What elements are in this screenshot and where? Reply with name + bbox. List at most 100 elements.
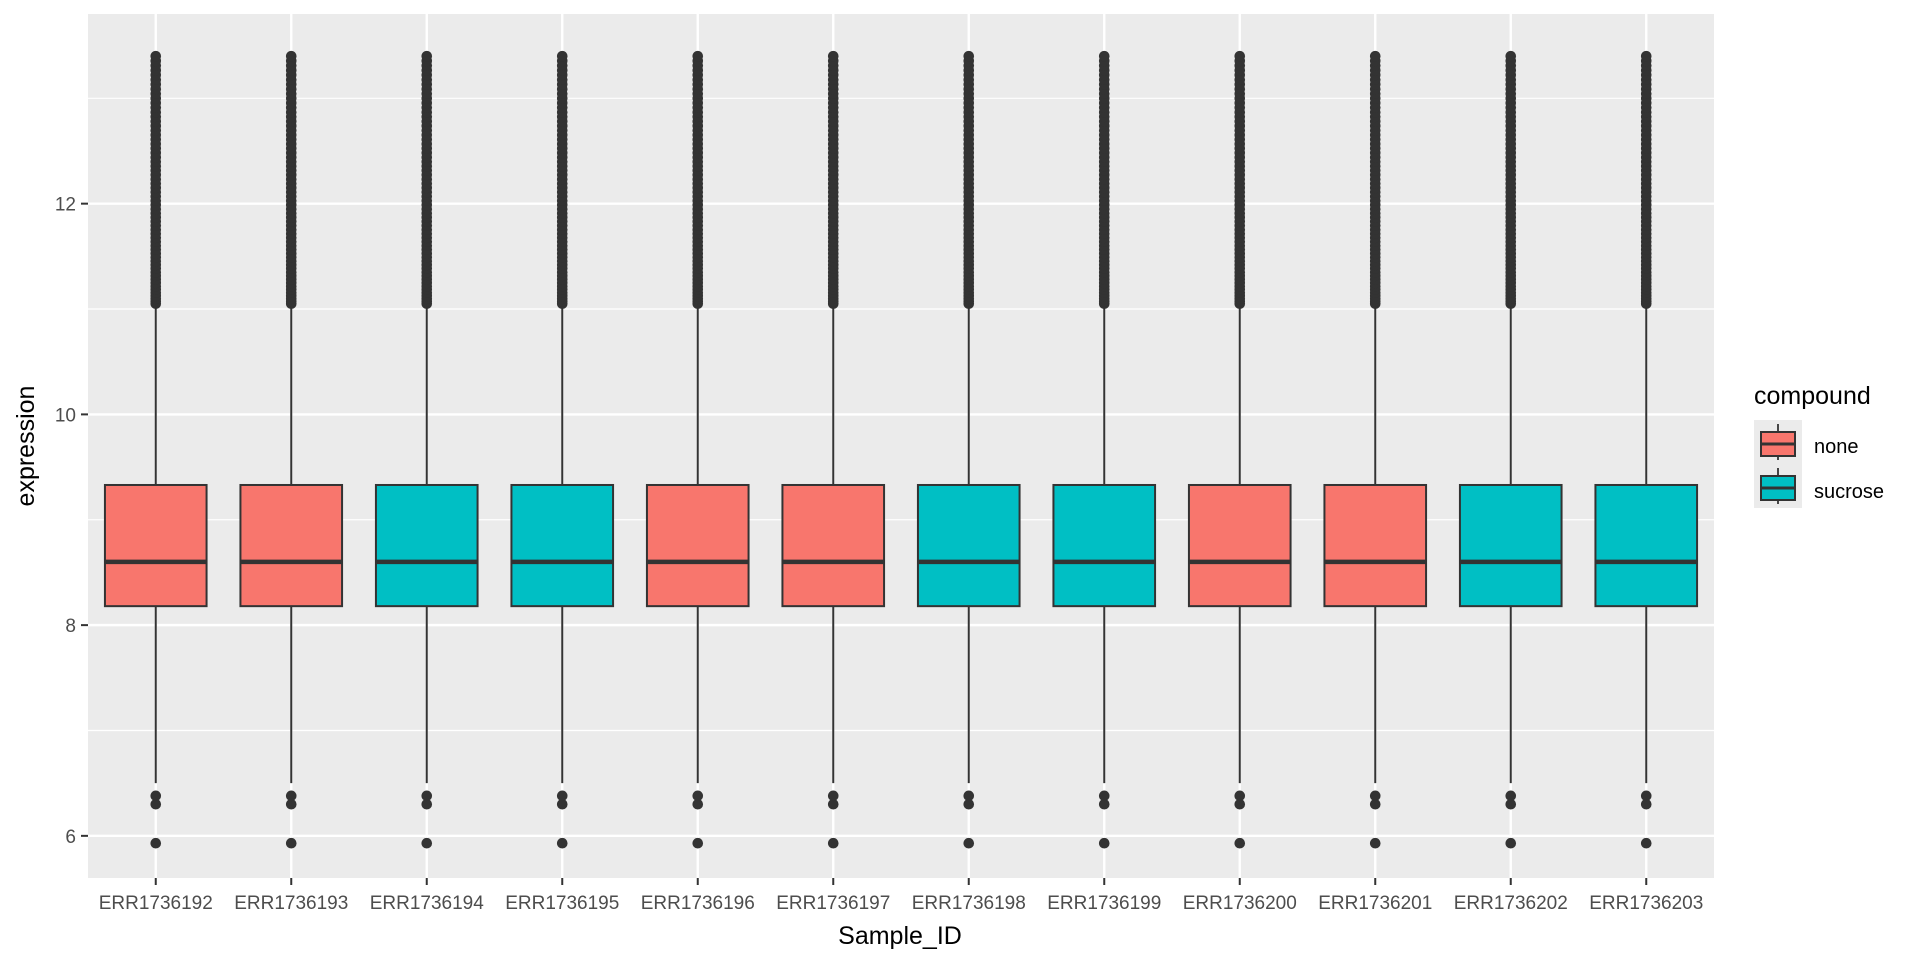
outlier-point xyxy=(1369,798,1381,810)
boxes-layer xyxy=(103,50,1699,849)
box-ERR1736195 xyxy=(510,50,615,849)
legend-label-none: none xyxy=(1814,436,1859,458)
box-ERR1736197 xyxy=(781,50,886,849)
box-ERR1736202 xyxy=(1458,50,1563,849)
outlier-point xyxy=(827,50,839,62)
outlier-point xyxy=(963,790,975,802)
outlier-point xyxy=(1234,50,1246,62)
outlier-point xyxy=(150,798,162,810)
outlier-point xyxy=(1234,837,1246,849)
outlier-point xyxy=(1505,798,1517,810)
legend-entry-none: none xyxy=(1760,424,1859,460)
outlier-point xyxy=(692,837,704,849)
legend: compound none sucrose xyxy=(1754,382,1884,508)
outlier-point xyxy=(1234,798,1246,810)
x-tick-label: ERR1736198 xyxy=(912,893,1026,914)
y-axis-title: expression xyxy=(12,386,40,507)
box-ERR1736196 xyxy=(645,50,750,849)
outlier-point xyxy=(421,790,433,802)
outlier-point xyxy=(963,837,975,849)
legend-label-sucrose: sucrose xyxy=(1814,481,1884,503)
x-tick-label: ERR1736203 xyxy=(1589,893,1703,914)
outlier-point xyxy=(692,798,704,810)
outlier-point xyxy=(285,50,297,62)
box-ERR1736193 xyxy=(239,50,344,849)
box-body xyxy=(645,483,750,608)
y-tick-label: 6 xyxy=(65,827,76,848)
outlier-point xyxy=(1640,798,1652,810)
outlier-point xyxy=(556,798,568,810)
outlier-point xyxy=(1505,50,1517,62)
x-tick-label: ERR1736193 xyxy=(234,893,348,914)
x-tick-label: ERR1736197 xyxy=(776,893,890,914)
minor-gridlines xyxy=(88,97,1714,732)
box-body xyxy=(510,483,615,608)
outlier-point xyxy=(827,790,839,802)
legend-title: compound xyxy=(1754,382,1871,410)
outlier-point xyxy=(827,837,839,849)
x-tick-label: ERR1736196 xyxy=(641,893,755,914)
box-body xyxy=(1458,483,1563,608)
outlier-point xyxy=(1640,790,1652,802)
box-ERR1736203 xyxy=(1594,50,1699,849)
outlier-point xyxy=(556,790,568,802)
y-tick-label: 8 xyxy=(65,616,76,637)
box-body xyxy=(239,483,344,608)
outlier-point xyxy=(692,790,704,802)
outlier-point xyxy=(556,837,568,849)
plot-panel xyxy=(88,14,1714,878)
outlier-point xyxy=(1098,790,1110,802)
outlier-point xyxy=(1234,790,1246,802)
box-body xyxy=(781,483,886,608)
outlier-point xyxy=(1505,837,1517,849)
y-tick-label: 12 xyxy=(55,195,76,216)
box-ERR1736201 xyxy=(1323,50,1428,849)
box-body xyxy=(916,483,1021,608)
outlier-point xyxy=(421,837,433,849)
y-axis: 6 8 10 12 xyxy=(55,195,88,848)
outlier-point xyxy=(150,837,162,849)
box-ERR1736192 xyxy=(103,50,208,849)
outlier-point xyxy=(1369,790,1381,802)
x-axis-title: Sample_ID xyxy=(838,922,962,950)
legend-entry-sucrose: sucrose xyxy=(1760,468,1884,504)
x-tick-label: ERR1736199 xyxy=(1047,893,1161,914)
box-body xyxy=(1323,483,1428,608)
outlier-point xyxy=(285,837,297,849)
box-body xyxy=(1187,483,1292,608)
box-ERR1736200 xyxy=(1187,50,1292,849)
outlier-point xyxy=(1369,50,1381,62)
x-axis: ERR1736192 ERR1736193 ERR1736194 ERR1736195… xyxy=(99,878,1703,914)
box-ERR1736198 xyxy=(916,50,1021,849)
outlier-point xyxy=(150,790,162,802)
outlier-point xyxy=(1640,50,1652,62)
box-body xyxy=(1052,483,1157,608)
box-body xyxy=(103,483,208,608)
box-ERR1736199 xyxy=(1052,50,1157,849)
x-tick-label: ERR1736200 xyxy=(1183,893,1297,914)
outlier-point xyxy=(1098,798,1110,810)
outlier-point xyxy=(1098,50,1110,62)
outlier-point xyxy=(150,50,162,62)
box-ERR1736194 xyxy=(374,50,479,849)
x-tick-label: ERR1736201 xyxy=(1318,893,1432,914)
box-body xyxy=(1594,483,1699,608)
outlier-point xyxy=(1505,790,1517,802)
outlier-point xyxy=(1640,837,1652,849)
x-tick-label: ERR1736202 xyxy=(1454,893,1568,914)
outlier-point xyxy=(963,50,975,62)
outlier-point xyxy=(963,798,975,810)
outlier-point xyxy=(1098,837,1110,849)
x-tick-label: ERR1736195 xyxy=(505,893,619,914)
outlier-point xyxy=(827,798,839,810)
outlier-point xyxy=(285,798,297,810)
outlier-point xyxy=(421,50,433,62)
outlier-point xyxy=(556,50,568,62)
outlier-point xyxy=(285,790,297,802)
outlier-point xyxy=(421,798,433,810)
outlier-point xyxy=(1369,837,1381,849)
y-tick-label: 10 xyxy=(55,405,76,426)
box-body xyxy=(374,483,479,608)
x-tick-label: ERR1736192 xyxy=(99,893,213,914)
